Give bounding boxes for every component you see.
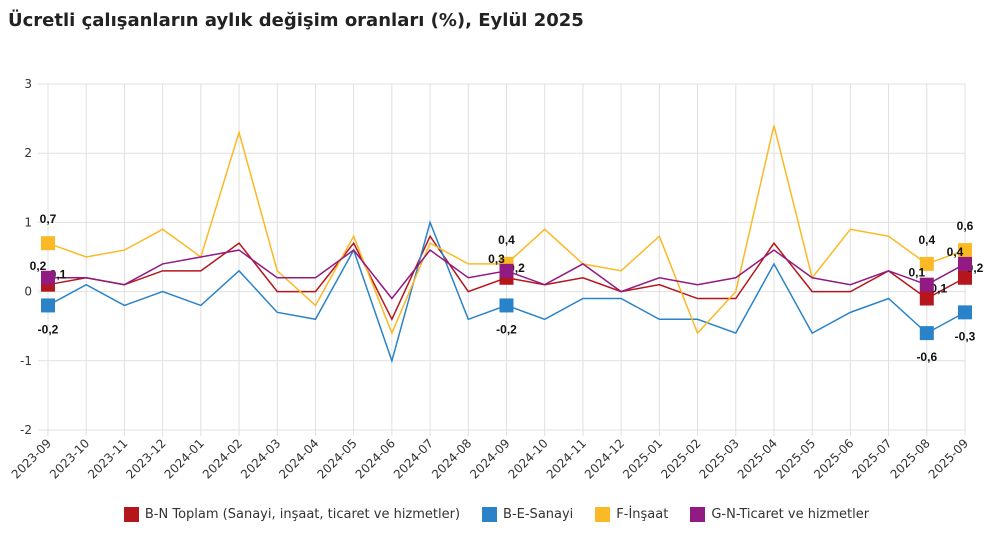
legend-swatch [690,507,706,522]
data-label: 0,3 [488,252,505,266]
x-tick-label: 2025-02 [658,436,703,481]
x-tick-label: 2024-11 [544,436,589,481]
x-tick-label: 2025-09 [926,436,971,481]
x-tick-label: 2023-10 [47,436,92,481]
data-label: 0,7 [40,212,57,226]
data-point-marker [499,298,514,313]
x-tick-label: 2025-05 [773,436,818,481]
legend-swatch [123,507,139,522]
x-tick-label: 2024-12 [582,436,627,481]
data-label: 0,6 [957,219,974,233]
data-point-marker [41,298,55,313]
x-tick-label: 2025-07 [849,436,894,481]
y-tick-label: -2 [20,423,32,437]
y-tick-label: 1 [24,215,32,229]
data-label: 0,4 [947,245,964,259]
data-label: -0,2 [38,322,59,336]
legend-label: B-N Toplam (Sanayi, inşaat, ticaret ve h… [144,507,461,522]
x-tick-label: 2023-11 [85,436,130,481]
data-point-marker [958,305,972,320]
data-point-marker [41,236,55,251]
x-tick-label: 2025-03 [697,436,742,481]
x-tick-label: 2024-06 [353,436,398,481]
legend-label: F-İnşaat [616,507,669,522]
y-tick-label: -1 [20,354,32,368]
legend-item[interactable]: G-N-Ticaret ve hizmetler [690,507,869,522]
data-label: -0,3 [955,329,976,343]
data-point-marker [919,326,934,341]
x-tick-label: 2024-10 [505,436,550,481]
y-tick-label: 0 [24,285,32,299]
data-point-marker [958,270,972,285]
legend-label: B-E-Sanayi [503,507,574,522]
x-tick-label: 2024-09 [467,436,512,481]
data-point-marker [919,291,934,306]
x-tick-label: 2024-04 [276,436,321,481]
data-label: 0,4 [498,233,515,247]
data-label: 0,4 [918,233,935,247]
x-tick-label: 2025-08 [888,436,933,481]
data-point-marker [958,243,972,258]
x-tick-label: 2025-01 [620,436,665,481]
legend-item[interactable]: F-İnşaat [595,507,668,522]
data-point-marker [919,256,934,271]
x-tick-label: 2024-01 [162,436,207,481]
x-tick-label: 2024-08 [429,436,474,481]
data-point-marker [919,277,934,292]
x-tick-label: 2024-05 [314,436,359,481]
x-tick-label: 2025-04 [735,436,780,481]
y-tick-label: 3 [24,77,32,91]
x-tick-label: 2024-02 [200,436,245,481]
x-tick-label: 2024-07 [391,436,436,481]
data-point-marker [499,263,514,278]
chart-title: Ücretli çalışanların aylık değişim oranl… [8,10,584,31]
x-tick-label: 2025-06 [811,436,856,481]
x-tick-label: 2023-09 [9,436,54,481]
data-point-marker [41,270,55,285]
data-label: 0,1 [908,266,925,280]
legend-swatch [595,507,611,522]
legend-swatch [482,507,498,522]
x-tick-label: 2023-12 [123,436,168,481]
legend-item[interactable]: B-E-Sanayi [482,507,573,522]
data-label: 0,2 [30,259,47,273]
y-tick-label: 2 [24,146,32,160]
data-label: -0,6 [916,350,937,364]
legend-item[interactable]: B-N Toplam (Sanayi, inşaat, ticaret ve h… [123,507,461,522]
legend-label: G-N-Ticaret ve hizmetler [711,507,870,522]
data-label: -0,2 [496,322,517,336]
legend: B-N Toplam (Sanayi, inşaat, ticaret ve h… [0,507,993,522]
data-point-marker [958,256,972,271]
x-tick-label: 2024-03 [238,436,283,481]
